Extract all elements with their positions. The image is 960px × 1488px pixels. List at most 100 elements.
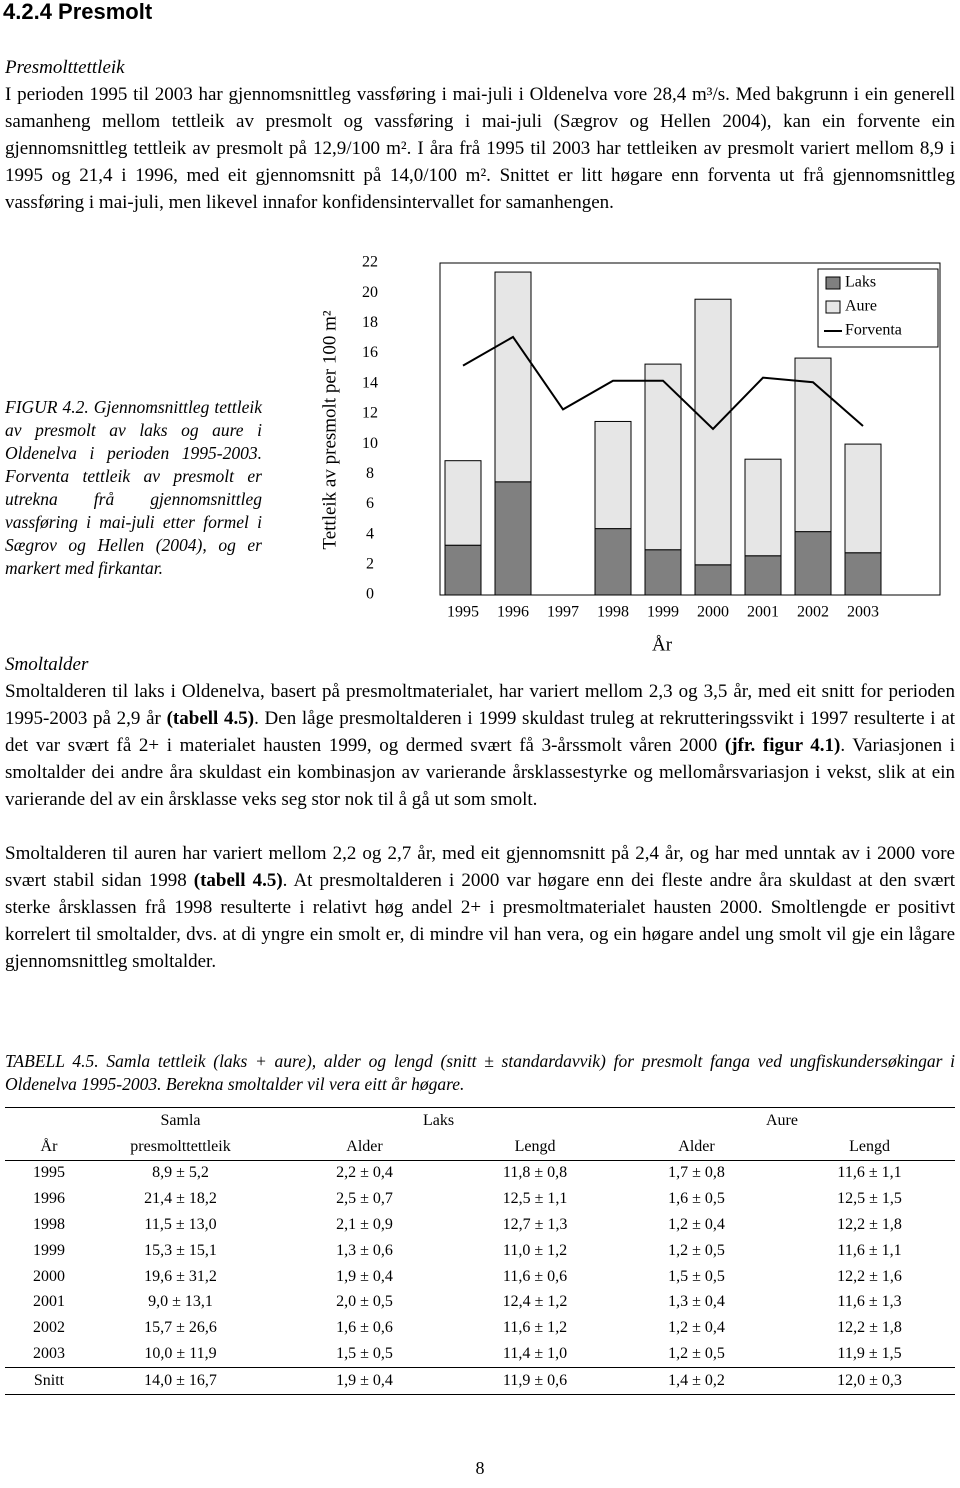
y-tick-label: 8 xyxy=(366,465,374,482)
section-heading: 4.2.4 Presmolt xyxy=(3,0,153,24)
cell: 11,8 ± 0,8 xyxy=(502,1164,568,1182)
y-tick-label: 16 xyxy=(362,344,378,361)
paragraph: I perioden 1995 til 2003 har gjennomsnit… xyxy=(5,84,955,213)
y-tick-label: 20 xyxy=(362,284,378,301)
cell: 14,0 ± 16,7 xyxy=(93,1366,268,1395)
cell: 1,3 ± 0,4 xyxy=(668,1293,725,1311)
cell: 12,0 ± 0,3 xyxy=(784,1366,955,1395)
header-cell: Alder xyxy=(268,1133,461,1161)
cell: Snitt xyxy=(5,1366,93,1395)
cell: 2002 xyxy=(33,1319,65,1337)
y-tick-label: 22 xyxy=(362,254,378,271)
cell: 11,6 ± 1,3 xyxy=(837,1293,902,1311)
cell: 11,6 ± 1,2 xyxy=(502,1319,568,1337)
subsection-title: Presmolttettleik xyxy=(5,57,125,78)
text: . Variasjonen i smoltalder dei andre åra… xyxy=(5,735,955,810)
cell: 1,2 ± 0,4 xyxy=(668,1216,725,1234)
y-tick-label: 18 xyxy=(362,314,378,331)
cell: 1,2 ± 0,5 xyxy=(668,1345,725,1363)
bar-segment xyxy=(644,549,682,596)
cell: 1,6 ± 0,6 xyxy=(336,1319,393,1337)
cell: 12,2 ± 1,8 xyxy=(837,1319,902,1337)
legend-symbol xyxy=(825,300,841,314)
x-tick-label: 2002 xyxy=(797,604,829,621)
cell: 11,4 ± 1,0 xyxy=(502,1345,568,1363)
header-cell: Lengd xyxy=(461,1133,609,1161)
row: 1995 8,9 ± 5,2 2,2 ± 0,4 11,8 ± 0,8 1,7 ± 0,… xyxy=(5,1160,955,1186)
row: 2000 19,6 ± 31,2 1,9 ± 0,4 11,6 ± 0,6 1,5 ± … xyxy=(5,1264,955,1290)
cell: 1,9 ± 0,4 xyxy=(336,1267,393,1285)
cell: 1,5 ± 0,5 xyxy=(336,1345,393,1363)
bar-segment xyxy=(644,363,682,551)
cell: 1,7 ± 0,8 xyxy=(668,1164,725,1182)
header-cell: presmolttettleik xyxy=(93,1133,268,1161)
header-cell: Laks xyxy=(268,1106,609,1134)
cell: 8,9 ± 5,2 xyxy=(152,1164,209,1182)
row: 1996 21,4 ± 18,2 2,5 ± 0,7 12,5 ± 1,1 1,6 ± … xyxy=(5,1186,955,1212)
table-caption: TABELL 4.5. Samla tettleik (laks + aure)… xyxy=(5,1051,955,1094)
cell: 11,9 ± 1,5 xyxy=(837,1345,902,1363)
header-cell: Samla xyxy=(93,1106,268,1134)
cell: 1,2 ± 0,5 xyxy=(668,1241,725,1259)
legend-symbol xyxy=(825,276,841,290)
cell: 1995 xyxy=(33,1164,65,1182)
row: 2002 15,7 ± 26,6 1,6 ± 0,6 11,6 ± 1,2 1,2 ± … xyxy=(5,1315,955,1341)
cell: 11,6 ± 1,1 xyxy=(837,1241,902,1259)
row: 2003 10,0 ± 11,9 1,5 ± 0,5 11,4 ± 1,0 1,2 ± … xyxy=(5,1341,955,1367)
reference: (jfr. figur 4.1) xyxy=(724,735,841,756)
cell: 11,0 ± 1,2 xyxy=(502,1241,568,1259)
y-tick-label: 14 xyxy=(362,374,378,391)
text: . Den låge presmoltalderen i 1999 skulda… xyxy=(5,708,955,756)
y-tick-label: 10 xyxy=(362,435,378,452)
bar-segment xyxy=(844,552,882,596)
bar-segment xyxy=(694,564,732,596)
cell: 2,0 ± 0,5 xyxy=(336,1293,393,1311)
cell: 12,2 ± 1,6 xyxy=(837,1267,902,1285)
cell: 12,5 ± 1,5 xyxy=(837,1190,902,1208)
bar-segment xyxy=(794,357,832,533)
figure-caption: FIGUR 4.2. Gjennomsnittleg tettleik av p… xyxy=(5,397,262,578)
row: 2001 9,0 ± 13,1 2,0 ± 0,5 12,4 ± 1,2 1,3 ± 0… xyxy=(5,1290,955,1316)
reference: (tabell 4.5) xyxy=(193,870,283,891)
table: Samla Laks Aure År presmolttettleik Alder Len… xyxy=(5,1106,955,1395)
paragraph: Smoltalderen til auren har variert mello… xyxy=(5,840,955,975)
bar-segment xyxy=(444,460,482,546)
header-cell: Alder xyxy=(609,1133,784,1161)
y-tick-label: 2 xyxy=(366,555,374,572)
cell: 1998 xyxy=(33,1216,65,1234)
bar-segment xyxy=(444,544,482,596)
cell: 1,5 ± 0,5 xyxy=(668,1267,725,1285)
section: Smoltalder Smoltalderen til laks i Olden… xyxy=(5,651,955,975)
chart: 0 2 4 6 8 10 12 14 16 18 20 22 Tettleik av presmolt … xyxy=(319,254,941,655)
bar-segment xyxy=(594,528,632,596)
x-tick-label: 1996 xyxy=(497,604,529,621)
plot-frame xyxy=(439,262,941,596)
y-tick-label: 12 xyxy=(362,405,378,422)
cell: 12,2 ± 1,8 xyxy=(837,1216,902,1234)
bar-segment xyxy=(744,458,782,557)
x-tick-label: 2003 xyxy=(847,604,879,621)
cell: 2001 xyxy=(33,1293,65,1311)
row: 1999 15,3 ± 15,1 1,3 ± 0,6 11,0 ± 1,2 1,2 ± … xyxy=(5,1238,955,1264)
cell: 2003 xyxy=(33,1345,65,1363)
cell: 2,5 ± 0,7 xyxy=(336,1190,393,1208)
legend-label: Aure xyxy=(845,298,877,315)
x-tick-label: 1995 xyxy=(447,604,479,621)
x-tick-label: 1999 xyxy=(647,604,679,621)
reference: (tabell 4.5) xyxy=(166,708,255,729)
x-tick-label: 1997 xyxy=(547,604,579,621)
cell: 12,5 ± 1,1 xyxy=(502,1190,568,1208)
text: Smoltalderen til laks i Oldenelva, baser… xyxy=(5,681,955,729)
subsection-title: Smoltalder xyxy=(5,654,89,675)
bar-segment xyxy=(494,271,532,483)
legend-label: Laks xyxy=(845,274,876,291)
text: Smoltalderen til auren har variert mello… xyxy=(5,843,955,891)
header-cell: År xyxy=(5,1133,93,1161)
cell: 15,3 ± 15,1 xyxy=(144,1241,217,1259)
cell: 11,5 ± 13,0 xyxy=(144,1216,217,1234)
header-cell: Lengd xyxy=(784,1133,955,1161)
legend-label: Forventa xyxy=(845,322,902,339)
cell: 19,6 ± 31,2 xyxy=(144,1267,217,1285)
bar-segment xyxy=(844,443,882,554)
